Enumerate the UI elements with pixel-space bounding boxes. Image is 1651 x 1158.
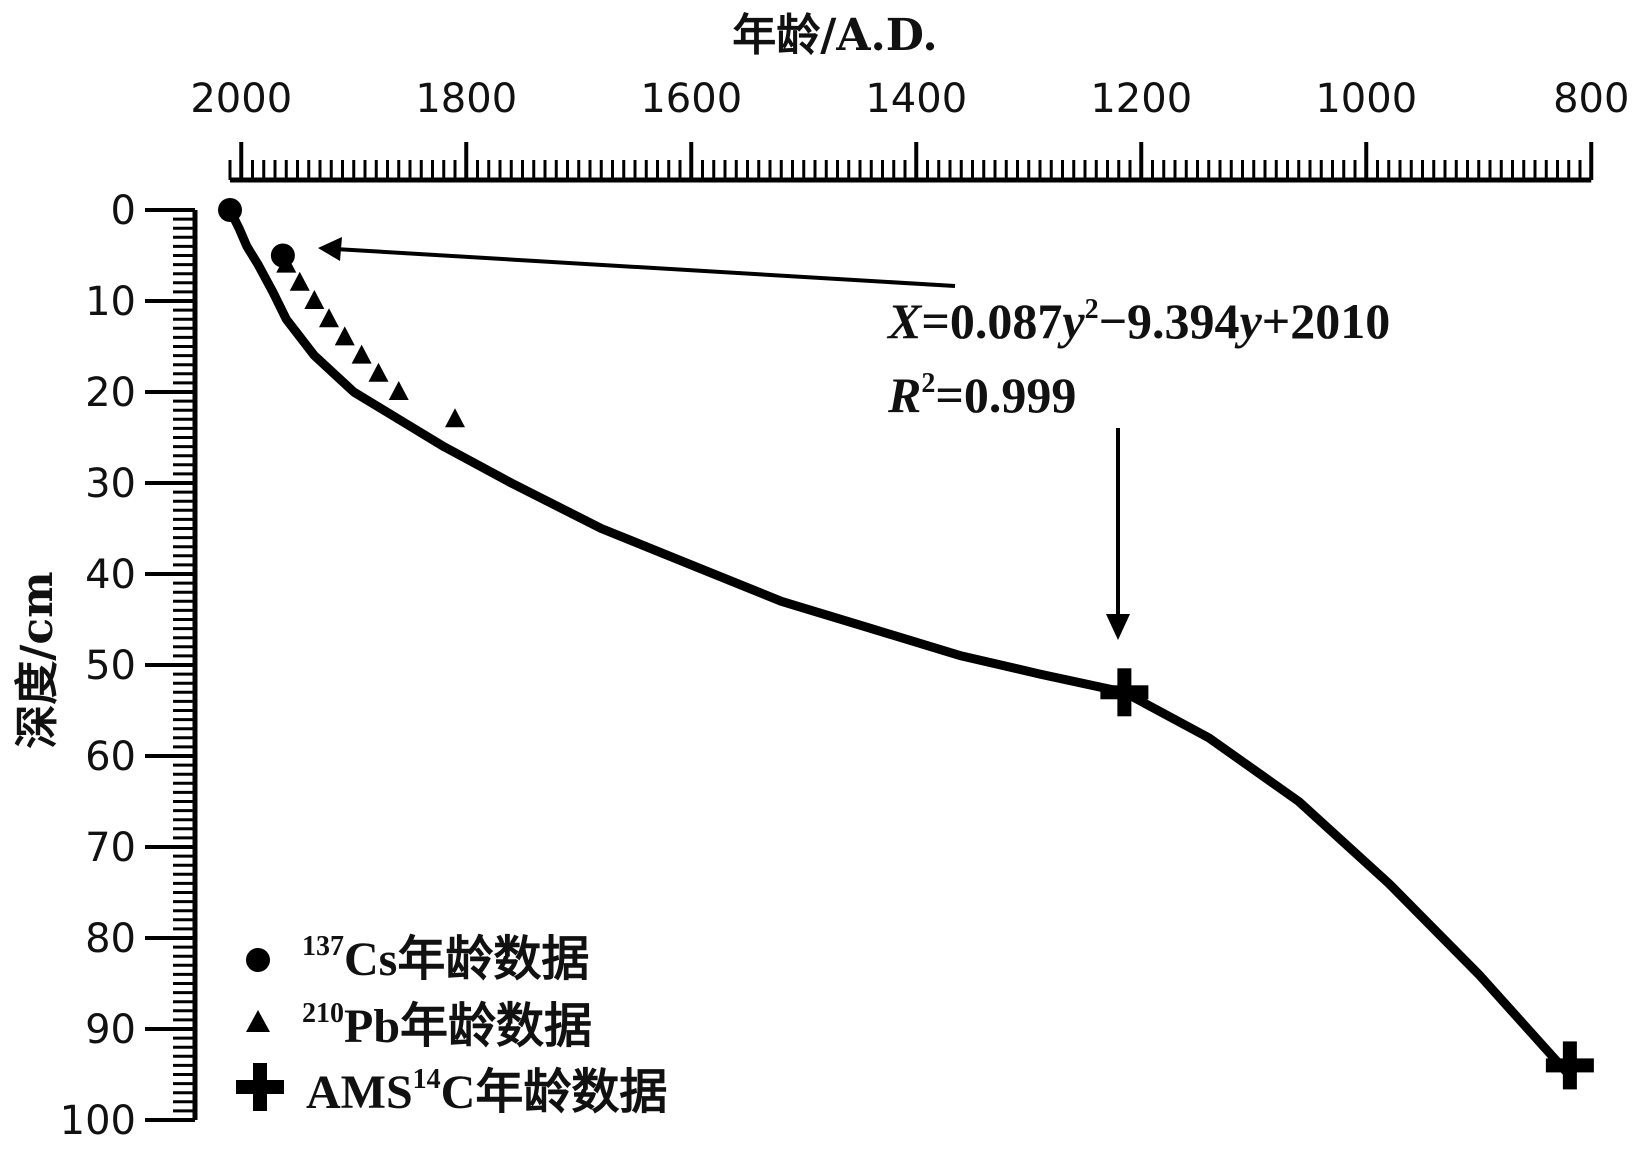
y-tick-label: 90 [85,1007,136,1053]
legend-circle-marker [246,948,270,972]
legend-cs-sup: 137 [302,931,344,962]
y-tick-label: 10 [85,279,136,325]
r2-arrow-head [1106,614,1130,640]
y-tick-label: 100 [60,1098,136,1144]
legend-item-pb: 210Pb年龄数据 [302,998,592,1053]
equation-body: =0.087 [921,293,1062,349]
equation-constant: +2010 [1262,293,1391,349]
pb-data-point [304,290,325,309]
regression-equation: X=0.087y2−9.394y+2010 [886,293,1390,349]
legend: 137Cs年龄数据 210Pb年龄数据 AMS14C年龄数据 [236,931,667,1119]
data-markers [218,198,1594,1090]
ams-point-vbar [1117,668,1132,717]
legend-item-cs: 137Cs年龄数据 [302,931,589,986]
legend-plus-marker [236,1063,284,1111]
y-tick-label: 60 [85,734,136,780]
x-axis-title: 年龄/A.D. [732,10,937,61]
r-squared-exp: 2 [921,368,935,399]
equation-arrow-line [334,247,956,288]
pb-data-point [368,362,389,382]
r-squared-value: =0.999 [935,367,1076,423]
x-tick-label: 1600 [640,76,742,122]
y-tick-labels: 0 10 20 30 40 50 60 70 80 90 100 [60,188,136,1144]
r-squared: R2=0.999 [887,367,1076,423]
pb-data-point [276,253,297,273]
equation-x-var: X [886,293,923,349]
ams-point-vbar [1562,1041,1577,1090]
legend-triangle-marker [246,1010,270,1032]
equation-y-var: y [1057,293,1085,349]
legend-pb-sup: 210 [302,998,344,1029]
x-tick-labels: 2000 1800 1600 1400 1200 1000 800 [190,76,1629,122]
equation-y-var-2: y [1235,293,1263,349]
y-tick-label: 20 [85,370,136,416]
y-tick-label: 0 [111,188,136,234]
x-tick-label: 1200 [1090,76,1192,122]
pb-data-point [351,344,372,364]
x-tick-label: 2000 [190,76,292,122]
pb-data-point [445,408,465,428]
ams-data-point [1545,1041,1594,1090]
legend-item-ams: AMS14C年龄数据 [306,1064,667,1119]
y-tick-label: 50 [85,643,136,689]
y-tick-label: 30 [85,461,136,507]
equation-square: 2 [1085,294,1099,325]
y-axis-title: 深度/cm [12,571,63,748]
cs-data-point [218,198,242,222]
x-tick-label: 1800 [415,76,517,122]
x-axis [228,142,1594,183]
x-tick-label: 1000 [1315,76,1417,122]
legend-ams-label: C年龄数据 [441,1066,668,1119]
y-tick-label: 40 [85,552,136,598]
y-tick-label: 80 [85,916,136,962]
legend-ams-pre: AMS [306,1066,413,1119]
pb-data-point [388,381,409,400]
r-squared-r: R [887,367,921,423]
x-tick-label: 800 [1553,76,1629,122]
x-tick-label: 1400 [865,76,967,122]
equation-arrow-head [318,237,342,261]
y-axis [145,208,198,1122]
legend-pb-label: Pb年龄数据 [344,1000,592,1053]
pb-data-point [319,308,339,328]
legend-cs-label: Cs年龄数据 [344,933,589,986]
ams-data-point [1100,668,1149,717]
equation-linear-term: −9.394 [1099,293,1240,349]
pb-data-point [289,271,310,291]
legend-ams-sup: 14 [413,1064,441,1095]
pb-data-point [334,326,355,346]
y-tick-label: 70 [85,825,136,871]
age-depth-curve [225,205,1574,1079]
